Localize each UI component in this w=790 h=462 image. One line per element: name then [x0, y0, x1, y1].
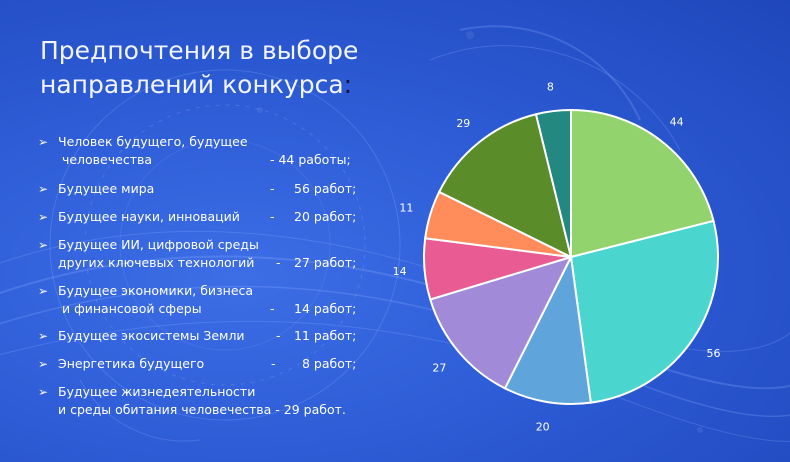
list-item-text: и среды обитания человечества - 29 работ… — [58, 402, 346, 417]
pie-slice-label: 29 — [456, 117, 470, 130]
pie-slice — [534, 108, 572, 258]
list-item-text: человечества — [58, 152, 153, 167]
list-item-dash: - — [270, 181, 275, 196]
arrow-bullet-icon: ➢ — [38, 357, 49, 371]
list-item-dash: - — [276, 255, 281, 270]
pie-slice-label: 20 — [536, 421, 550, 434]
arrow-bullet-icon: ➢ — [38, 385, 49, 399]
list-item-count: 14 работ; — [294, 301, 357, 316]
pie-slice-label: 8 — [547, 80, 554, 93]
pie-slice-label: 56 — [707, 347, 721, 360]
list-item-count: 20 работ; — [294, 209, 357, 224]
pie-slice-label: 27 — [432, 362, 446, 375]
list-item-dash: - — [271, 356, 276, 371]
list-item-dash: - — [270, 301, 275, 316]
pie-slice — [437, 113, 573, 259]
pie-slice-label: 11 — [399, 201, 413, 214]
list-item-dash: - — [270, 209, 275, 224]
pie-slice — [570, 108, 715, 259]
list-item-text: Будущее экосистемы Земли — [58, 328, 245, 343]
pie-chart-svg: 44 56 20 27 14 11 29 8 — [393, 80, 721, 433]
list-item-text: других ключевых технологий — [58, 255, 255, 270]
list-item-text: Будущее экономики, бизнеса — [58, 283, 254, 298]
arrow-bullet-icon: ➢ — [38, 284, 49, 298]
list-item-text: Будущее науки, инноваций — [58, 209, 240, 224]
arrow-bullet-icon: ➢ — [38, 135, 49, 149]
arrow-bullet-icon: ➢ — [38, 182, 49, 196]
list-item-dash: - — [276, 328, 281, 343]
page-title: Предпочтения в выборе направлений конкур… — [40, 34, 420, 102]
list-item-text: Энергетика будущего — [58, 356, 205, 371]
list-item-text: и финансовой сферы — [58, 301, 202, 316]
pie-slice-label: 14 — [393, 265, 407, 278]
pie-chart: 44 56 20 27 14 11 29 8 — [393, 80, 735, 433]
pie-slice — [503, 253, 592, 405]
list-item-text: Будущее мира — [58, 181, 155, 196]
list-item-count: 11 работ; — [294, 328, 357, 343]
list-item-count: 27 работ; — [294, 255, 357, 270]
pie-slice — [569, 219, 719, 404]
arrow-bullet-icon: ➢ — [38, 329, 49, 343]
list-item-text: Будущее жизнедеятельности — [58, 384, 256, 399]
page-title-text: Предпочтения в выборе направлений конкур… — [40, 36, 359, 99]
list-item-text: Будущее ИИ, цифровой среды — [58, 237, 259, 252]
list-item-count: 56 работ; — [294, 181, 357, 196]
pie-slice-label: 44 — [670, 115, 684, 128]
list-item-count: - 44 работы; — [270, 152, 351, 167]
list-item-count: 8 работ; — [302, 356, 357, 371]
arrow-bullet-icon: ➢ — [38, 210, 49, 224]
arrow-bullet-icon: ➢ — [38, 238, 49, 252]
list-item-text: Человек будущего, будущее — [58, 134, 248, 149]
page-title-colon: : — [343, 70, 353, 99]
